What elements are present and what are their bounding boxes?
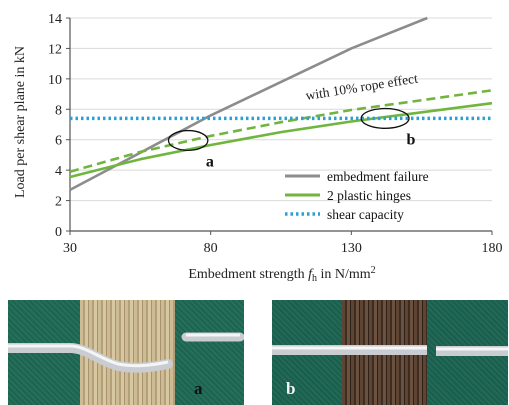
x-tick-label-180: 180 [482, 241, 503, 256]
annotation-rope-effect: with 10% rope effect [304, 71, 419, 103]
markers: ab [167, 107, 416, 170]
photo-label-b: b [286, 379, 296, 398]
y-tick-label-8: 8 [55, 103, 62, 118]
legend-label-shear-capacity: shear capacity [327, 207, 404, 222]
y-tick-label-10: 10 [48, 73, 62, 88]
x-axis-label-subscript: h [312, 273, 317, 284]
marker-label-a: a [206, 153, 214, 170]
y-tick-label-2: 2 [55, 195, 62, 210]
marker-ellipse-a [167, 129, 209, 152]
grid-lines [70, 17, 492, 202]
legend-label-plastic-hinges: 2 plastic hinges [327, 188, 411, 203]
marker-label-b: b [407, 131, 416, 148]
y-tick-label-4: 4 [55, 164, 62, 179]
annotations: with 10% rope effect [304, 71, 419, 103]
photo-label-a: a [194, 379, 203, 398]
x-axis-label-unit: in N/mm [317, 267, 371, 282]
y-tick-label-12: 12 [48, 42, 62, 57]
photo-sheared-pin: b [272, 300, 508, 405]
legend-label-embedment-failure: embedment failure [327, 169, 429, 184]
y-tick-label-14: 14 [48, 12, 62, 27]
legend: embedment failure 2 plastic hinges shear… [285, 169, 429, 222]
y-tick-label-0: 0 [55, 225, 62, 240]
series-layer [69, 16, 493, 192]
marker-ellipse-b [360, 107, 410, 129]
x-axis-label: Embedment strength fh in N/mm2 [188, 265, 375, 284]
x-tick-label-80: 80 [204, 241, 218, 256]
y-tick-label-6: 6 [55, 134, 62, 149]
x-axis-label-symbol: f [308, 267, 314, 282]
x-tick-label-130: 130 [341, 241, 362, 256]
sheared-pin-icon [272, 345, 508, 356]
series-line-rope-effect [69, 89, 493, 173]
tick-labels: 0 2 4 6 8 10 12 14 30 80 130 180 [48, 12, 503, 256]
series-line-plastic-hinges [69, 101, 493, 179]
photo-bent-pin: a [8, 300, 244, 405]
bent-pin-icon [8, 332, 244, 373]
x-axis-label-main: Embedment strength [188, 267, 308, 282]
x-tick-label-30: 30 [63, 241, 77, 256]
axis-frame [69, 18, 492, 232]
x-axis-label-superscript: 2 [371, 265, 376, 276]
y-axis-label: Load per shear plane in kN [13, 46, 28, 198]
